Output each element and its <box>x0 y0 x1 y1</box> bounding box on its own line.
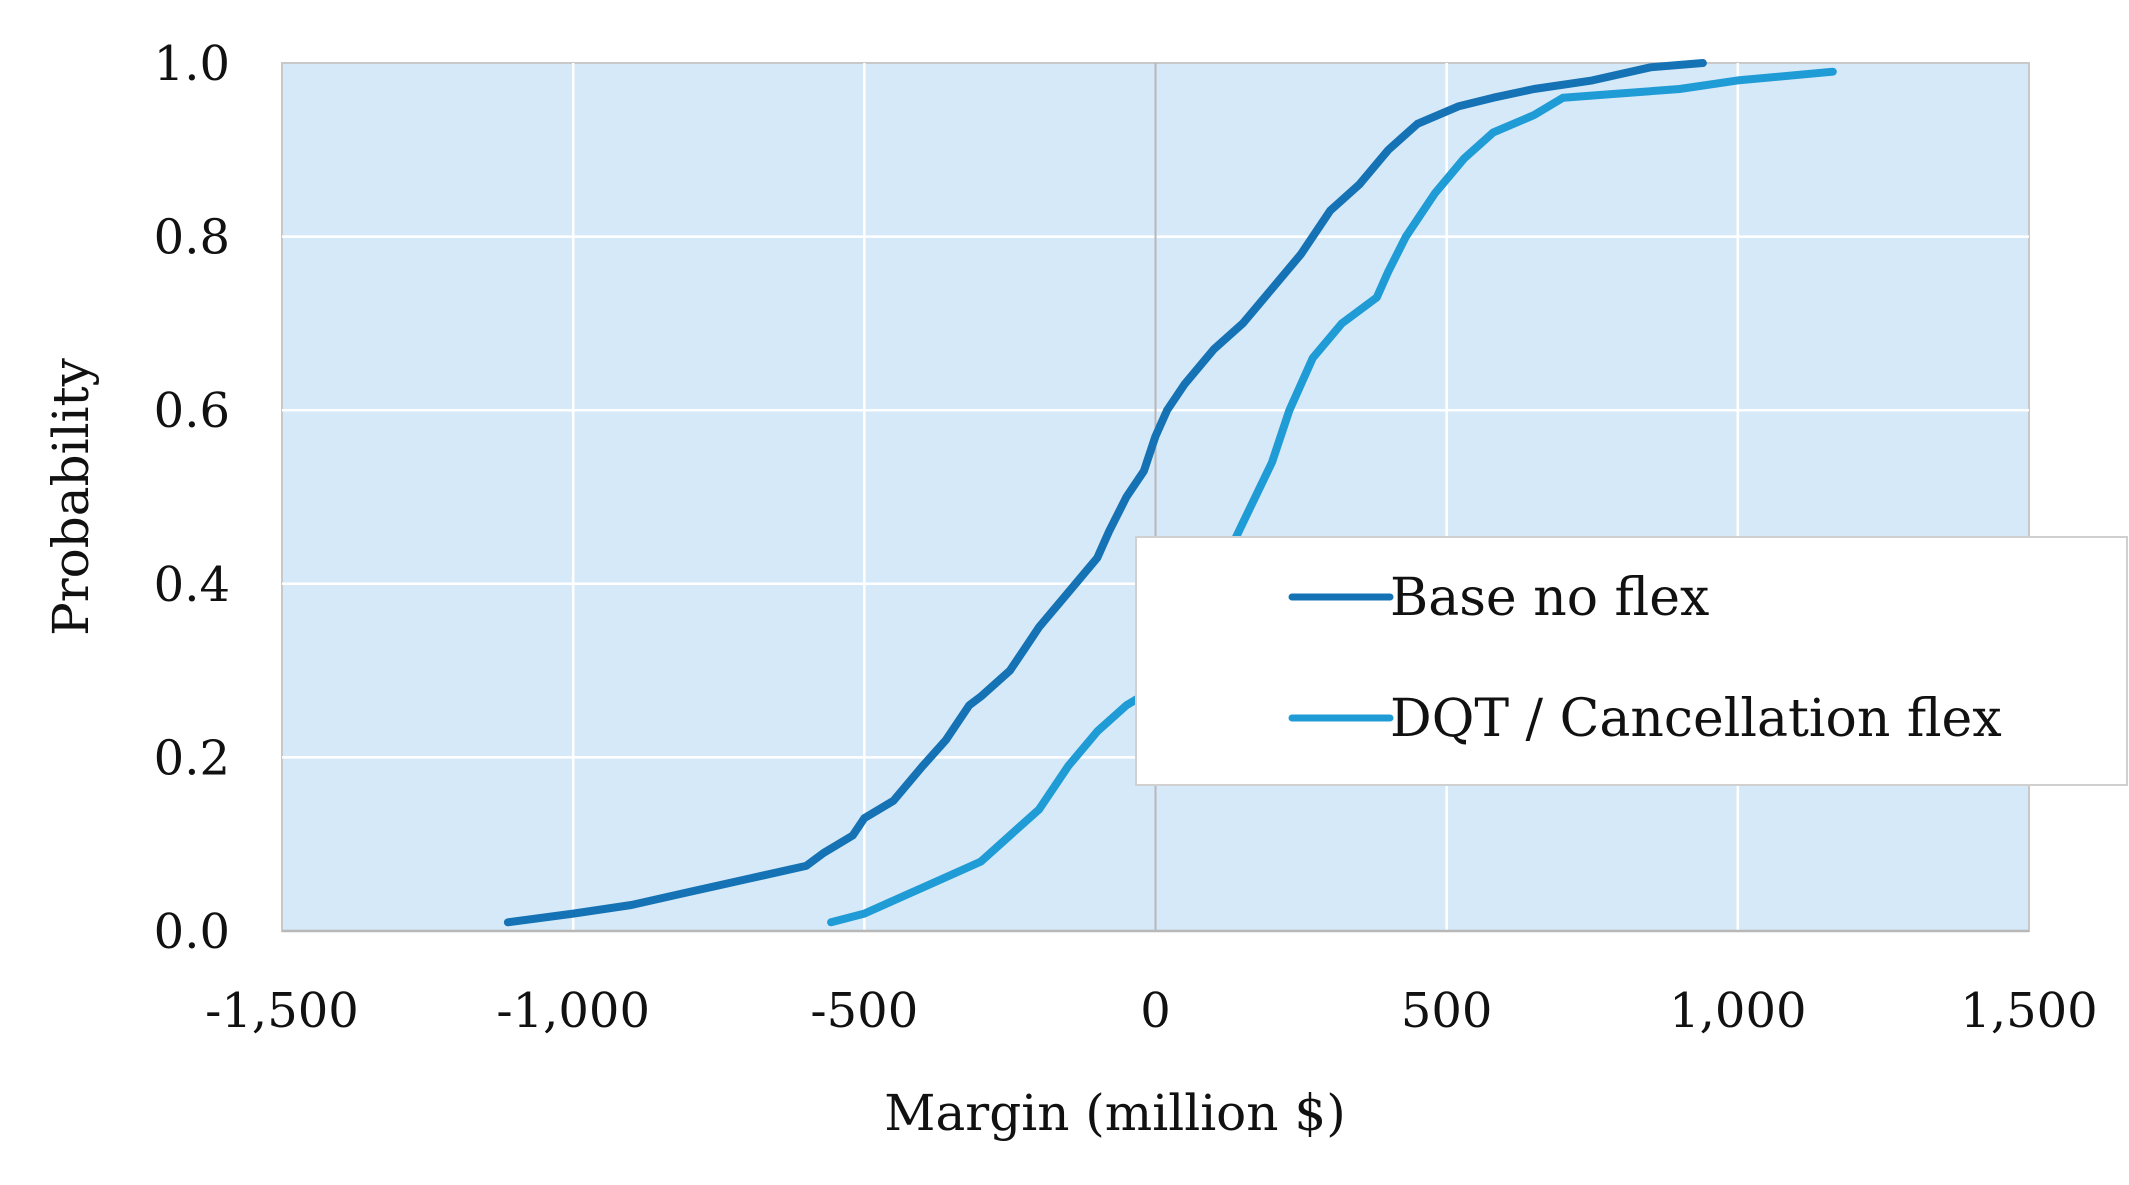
x-tick-label-0: 0 <box>1140 983 1171 1039</box>
axes <box>282 63 2029 933</box>
x-tick-label-1-500: -1,500 <box>205 983 359 1039</box>
y-tick-label-0-6: 0.6 <box>154 383 230 439</box>
y-tick-label-0-8: 0.8 <box>154 210 230 266</box>
x-tick-label-500: 500 <box>1401 983 1493 1039</box>
series-line-dqt-cancellation-flex <box>827 67 1837 927</box>
x-tick-label-1-000: -1,000 <box>496 983 650 1039</box>
x-axis-title: Margin (million $) <box>884 1084 1345 1142</box>
legend: Base no flex DQT / Cancellation flex <box>1135 536 2128 786</box>
series-lines <box>503 59 1837 927</box>
series-line-base-no-flex <box>503 59 1707 927</box>
y-tick-label-0-4: 0.4 <box>154 557 230 613</box>
y-tick-label-0-2: 0.2 <box>154 730 230 786</box>
x-tick-label-1-500: 1,500 <box>1960 983 2097 1039</box>
x-tick-label-500: -500 <box>810 983 918 1039</box>
y-tick-label-1-0: 1.0 <box>154 36 230 92</box>
legend-label-dqt-cancellation-flex: DQT / Cancellation flex <box>1390 689 2002 749</box>
tick-labels: -1,500 -1,000 -500 0 500 1,000 1,500 0.0 0.2 0.4 0… <box>154 36 2098 1039</box>
y-tick-label-0-0: 0.0 <box>154 904 230 960</box>
legend-box <box>1135 536 2128 786</box>
legend-label-base-no-flex: Base no flex <box>1390 568 1709 628</box>
x-tick-label-1-000: 1,000 <box>1669 983 1806 1039</box>
y-axis-title: Probability <box>42 357 100 636</box>
